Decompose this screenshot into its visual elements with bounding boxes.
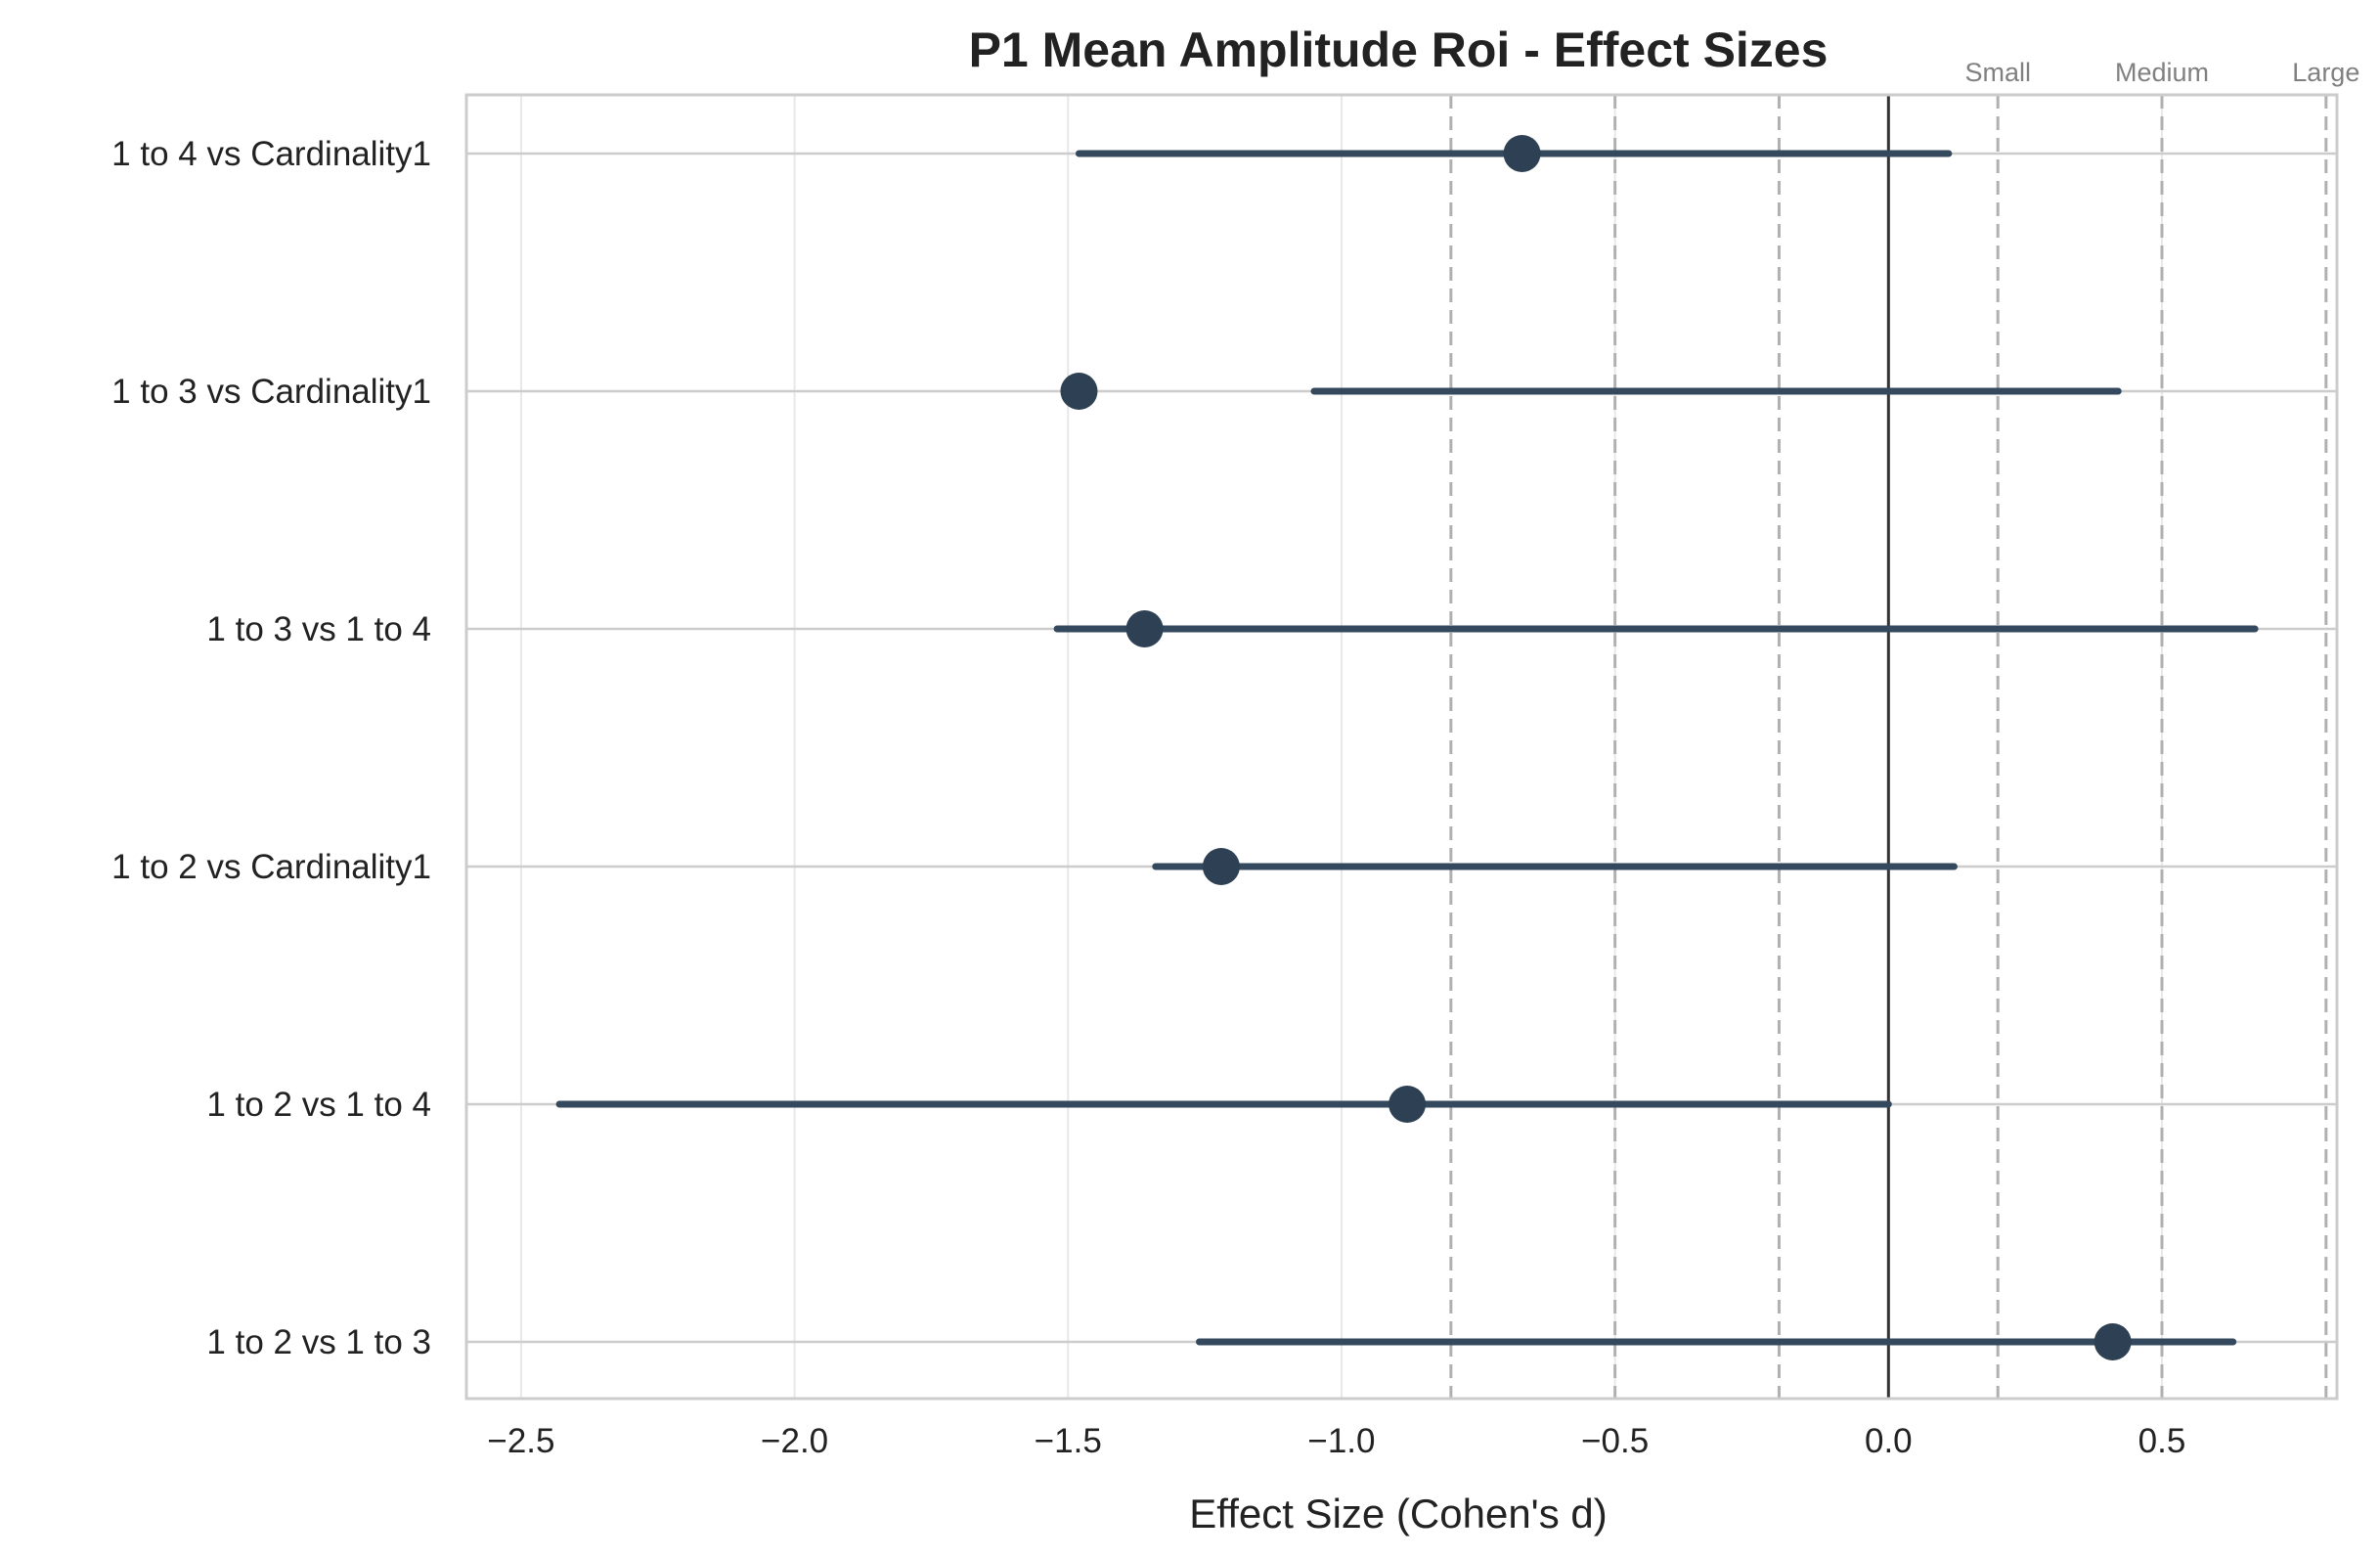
threshold-labels: Small Medium Large [1964, 58, 2359, 87]
threshold-label-large: Large [2292, 58, 2359, 87]
threshold-label-small: Small [1964, 58, 2031, 87]
x-tick-label-3: −1.0 [1307, 1422, 1375, 1460]
effect-point-3 [1202, 848, 1240, 885]
plot-frame [464, 93, 2339, 1401]
x-tick-label-5: 0.0 [1865, 1422, 1913, 1460]
y-tick-label-2: 1 to 3 vs 1 to 4 [206, 610, 431, 648]
threshold-layer [1449, 95, 2328, 1399]
effect-point-5 [2094, 1323, 2132, 1360]
effect-point-0 [1503, 135, 1541, 172]
effect-point-1 [1060, 373, 1098, 410]
x-tick-label-6: 0.5 [2138, 1422, 2186, 1460]
x-tick-labels: −2.5 −2.0 −1.5 −1.0 −0.5 0.0 0.5 [487, 1422, 2185, 1460]
x-tick-label-2: −1.5 [1035, 1422, 1102, 1460]
y-tick-label-1: 1 to 3 vs Cardinality1 [111, 373, 431, 411]
y-tick-label-0: 1 to 4 vs Cardinality1 [111, 135, 431, 173]
x-tick-label-0: −2.5 [487, 1422, 554, 1460]
confidence-interval-layer [555, 150, 2259, 1346]
y-tick-label-4: 1 to 2 vs 1 to 4 [206, 1086, 431, 1124]
y-tick-label-5: 1 to 2 vs 1 to 3 [206, 1323, 431, 1361]
effect-point-4 [1388, 1086, 1427, 1123]
effect-point-layer [1060, 135, 2132, 1360]
y-tick-label-3: 1 to 2 vs Cardinality1 [111, 848, 431, 886]
x-tick-label-4: −0.5 [1581, 1422, 1649, 1460]
effect-point-2 [1125, 610, 1164, 647]
x-axis-label: Effect Size (Cohen's d) [1189, 1491, 1607, 1537]
x-tick-label-1: −2.0 [761, 1422, 828, 1460]
threshold-label-medium: Medium [2115, 58, 2209, 87]
chart-title: P1 Mean Amplitude Roi - Effect Sizes [969, 22, 1829, 77]
y-tick-labels: 1 to 4 vs Cardinality1 1 to 3 vs Cardinal… [111, 135, 431, 1361]
